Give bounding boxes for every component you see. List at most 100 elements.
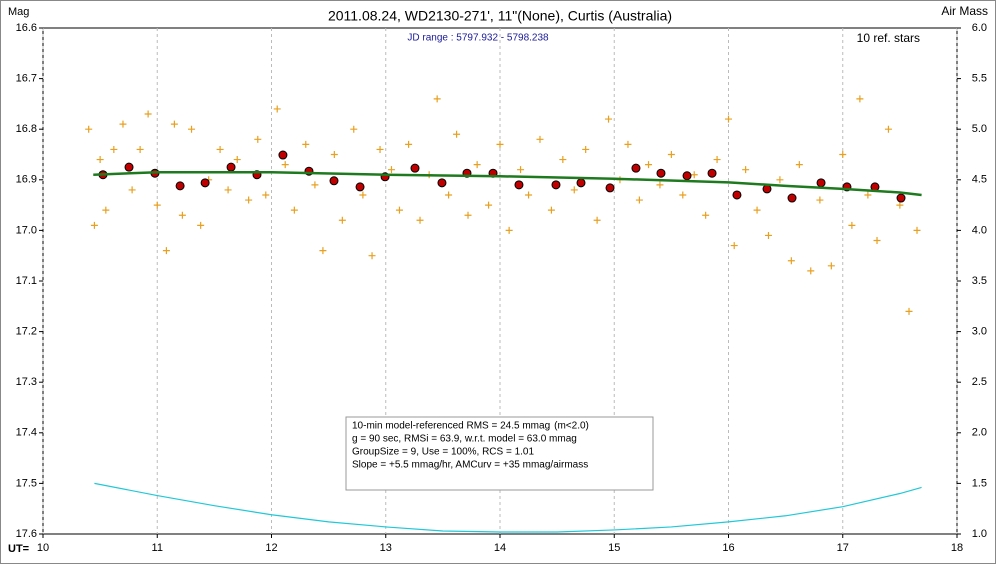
bin-point <box>656 168 666 178</box>
bin-point <box>787 193 797 203</box>
plus-point <box>319 247 327 255</box>
y2-tick-label: 1.5 <box>972 477 987 489</box>
x-tick-label: 14 <box>494 542 506 554</box>
plus-point <box>905 307 913 315</box>
plus-point <box>338 216 346 224</box>
y-tick-label: 17.3 <box>16 376 37 388</box>
plus-point <box>679 191 687 199</box>
bin-point <box>226 162 236 172</box>
plus-point <box>311 181 319 189</box>
plus-point <box>290 206 298 214</box>
plus-point <box>170 120 178 128</box>
plus-point <box>547 206 555 214</box>
x-tick-label: 17 <box>837 542 849 554</box>
plus-point <box>645 161 653 169</box>
plus-point <box>816 196 824 204</box>
info-text: GroupSize = 9, Use = 100%, RCS = 1.01 <box>352 447 534 458</box>
plus-point <box>90 221 98 229</box>
bin-point <box>200 178 210 188</box>
info-text: Slope = +5.5 mmag/hr, AMCurv = +35 mmag/… <box>352 460 588 471</box>
plus-point <box>913 226 921 234</box>
plus-point <box>245 196 253 204</box>
y2-tick-label: 3.0 <box>972 326 987 338</box>
bin-point <box>631 163 641 173</box>
plus-point <box>764 231 772 239</box>
plus-point <box>559 156 567 164</box>
plus-point <box>624 140 632 148</box>
plus-point <box>254 135 262 143</box>
plus-point <box>387 166 395 174</box>
y-tick-label: 17.2 <box>16 326 37 338</box>
y2-tick-label: 5.0 <box>972 123 987 135</box>
x-tick-label: 15 <box>608 542 620 554</box>
bin-point <box>551 180 561 190</box>
x-tick-label: 16 <box>722 542 734 554</box>
plus-point <box>884 125 892 133</box>
x-tick-label: 18 <box>951 542 963 554</box>
series-line <box>94 482 922 533</box>
bin-point <box>175 181 185 191</box>
plus-point <box>405 140 413 148</box>
y2-tick-label: 5.5 <box>972 73 987 85</box>
bin-point <box>605 183 615 193</box>
bin-point <box>437 178 447 188</box>
y-tick-label: 17.5 <box>16 477 37 489</box>
plus-point <box>776 176 784 184</box>
y2-tick-label: 2.5 <box>972 376 987 388</box>
plus-point <box>216 145 224 153</box>
plus-point <box>730 242 738 250</box>
plus-point <box>742 166 750 174</box>
series-line <box>93 170 922 197</box>
plus-point <box>807 267 815 275</box>
plus-point <box>505 226 513 234</box>
subtitle: JD range : 5797.932 - 5798.238 <box>407 33 549 44</box>
plus-point <box>839 151 847 158</box>
y2-tick-label: 4.5 <box>972 174 987 186</box>
plus-point <box>667 151 675 158</box>
x-axis-label: UT= <box>8 543 29 555</box>
plus-point <box>144 110 152 118</box>
plus-point <box>525 191 533 199</box>
plus-point <box>395 206 403 214</box>
plus-point <box>416 216 424 224</box>
x-tick-label: 10 <box>37 542 49 554</box>
plus-point <box>153 201 161 209</box>
plus-point <box>656 181 664 189</box>
plus-point <box>136 145 144 153</box>
y-tick-label: 17.1 <box>16 275 37 287</box>
y2-tick-label: 6.0 <box>972 22 987 34</box>
plus-point <box>473 161 481 169</box>
plus-point <box>753 206 761 214</box>
bin-point <box>896 193 906 203</box>
y-tick-label: 16.8 <box>16 123 37 135</box>
plus-point <box>725 115 732 123</box>
plus-point <box>485 201 493 209</box>
plus-point <box>713 156 721 164</box>
y-tick-label: 17.0 <box>16 224 37 236</box>
x-tick-label: 13 <box>380 542 392 554</box>
plus-point <box>368 252 376 260</box>
info-box <box>345 416 654 491</box>
plus-point <box>702 211 710 219</box>
x-tick-label: 12 <box>265 542 277 554</box>
plus-point <box>85 125 93 133</box>
plus-point <box>496 140 504 148</box>
plus-point <box>445 191 453 199</box>
bin-point <box>682 171 692 181</box>
plus-point <box>102 206 110 214</box>
plus-point <box>359 191 367 199</box>
plus-point <box>330 151 338 158</box>
y2-tick-label: 3.5 <box>972 275 987 287</box>
plus-point <box>856 95 864 103</box>
y2-axis-label: Air Mass <box>941 4 988 18</box>
plus-point <box>262 191 270 199</box>
y2-tick-label: 1.0 <box>972 528 987 540</box>
plus-point <box>593 216 601 224</box>
plus-point <box>605 115 613 123</box>
chart-title: 2011.08.24, WD2130-271', 11"(None), Curt… <box>328 8 672 24</box>
bin-point <box>576 178 586 188</box>
bin-point <box>355 182 365 192</box>
plus-point <box>635 196 643 204</box>
plus-point <box>787 257 795 265</box>
bin-point <box>707 168 717 178</box>
